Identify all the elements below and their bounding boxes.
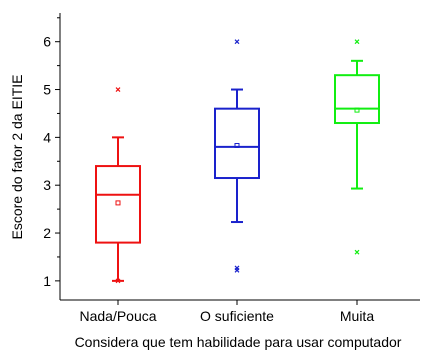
box-iqr <box>95 165 141 244</box>
outlier-point <box>234 39 240 45</box>
y-tick-label: 4 <box>43 129 51 145</box>
y-ticks: 1 2 3 4 5 6 <box>43 17 60 289</box>
outlier-point <box>354 249 360 255</box>
x-tick-label: O suficiente <box>200 308 274 324</box>
axes <box>59 13 420 301</box>
mean-marker <box>115 200 121 206</box>
box-group-3 <box>334 39 380 255</box>
mean-marker <box>234 142 240 148</box>
y-tick-label: 1 <box>43 273 51 289</box>
x-axis-label: Considera que tem habilidade para usar c… <box>75 334 402 350</box>
y-tick-label: 3 <box>43 177 51 193</box>
box-iqr <box>214 107 260 180</box>
boxes <box>95 39 380 284</box>
y-tick-label: 6 <box>43 34 51 50</box>
y-axis-label: Escore do fator 2 da EITIE <box>9 75 25 240</box>
box-group-2 <box>214 39 260 273</box>
box-iqr <box>334 74 380 125</box>
outlier-point <box>115 278 121 284</box>
box-group-1 <box>95 87 141 284</box>
x-tick-label: Nada/Pouca <box>79 308 156 324</box>
x-tick-label: Muita <box>340 308 374 324</box>
y-tick-label: 5 <box>43 82 51 98</box>
outlier-point <box>354 39 360 45</box>
outlier-point <box>234 267 240 273</box>
mean-marker <box>354 107 360 113</box>
outlier-point <box>115 87 121 92</box>
y-tick-label: 2 <box>43 225 51 241</box>
x-ticks: Nada/Pouca O suficiente Muita <box>79 300 374 324</box>
